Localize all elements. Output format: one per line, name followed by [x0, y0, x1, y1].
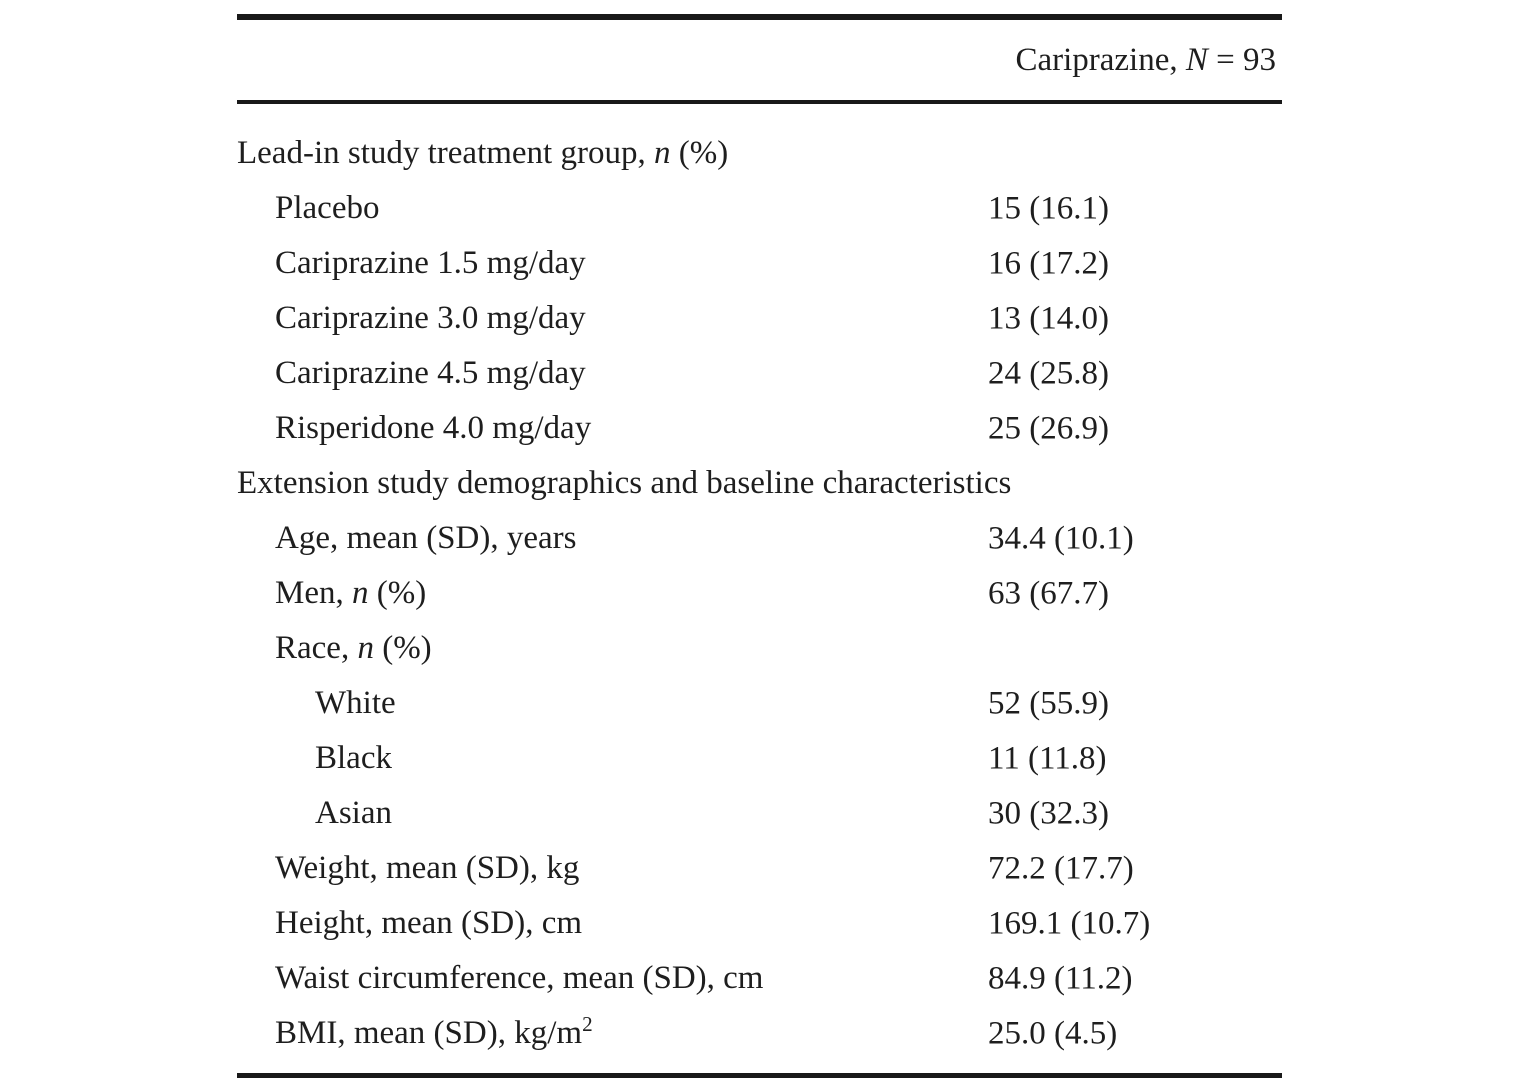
- table-row: Race, n (%): [237, 621, 1282, 676]
- row-label: White: [315, 685, 396, 721]
- table-row: Waist circumference, mean (SD), cm 84.9 (…: [237, 951, 1282, 1006]
- row-label: Weight, mean (SD), kg: [275, 850, 580, 886]
- row-value: 24 (25.8): [988, 355, 1109, 391]
- row-value: 13 (14.0): [988, 300, 1109, 336]
- table-body: Lead-in study treatment group, n (%) Plac…: [237, 104, 1282, 1061]
- column-header-cariprazine-n93: Cariprazine, N = 93: [1015, 41, 1276, 78]
- table-row: White 52 (55.9): [237, 676, 1282, 731]
- row-value: 30 (32.3): [988, 795, 1109, 831]
- row-value: 84.9 (11.2): [988, 960, 1133, 996]
- row-label: Cariprazine 3.0 mg/day: [275, 300, 586, 336]
- row-value: 16 (17.2): [988, 245, 1109, 281]
- row-label: BMI, mean (SD), kg/m2: [275, 1012, 593, 1051]
- row-value: 25.0 (4.5): [988, 1015, 1118, 1051]
- row-label: Placebo: [275, 190, 380, 226]
- row-value: 25 (26.9): [988, 410, 1109, 446]
- table-row: Extension study demographics and baselin…: [237, 456, 1282, 511]
- row-label: Asian: [315, 795, 392, 831]
- row-label: Extension study demographics and baselin…: [237, 465, 1012, 501]
- table-row: Weight, mean (SD), kg 72.2 (17.7): [237, 841, 1282, 896]
- table-header-row: Cariprazine, N = 93: [237, 20, 1282, 100]
- row-value: 15 (16.1): [988, 190, 1109, 226]
- table-row: BMI, mean (SD), kg/m2 25.0 (4.5): [237, 1006, 1282, 1061]
- row-label: Height, mean (SD), cm: [275, 905, 583, 941]
- row-label: Cariprazine 1.5 mg/day: [275, 245, 586, 281]
- row-value: 34.4 (10.1): [988, 520, 1134, 556]
- table-row: Cariprazine 4.5 mg/day 24 (25.8): [237, 346, 1282, 401]
- row-value: 52 (55.9): [988, 685, 1109, 721]
- table-row: Age, mean (SD), years 34.4 (10.1): [237, 511, 1282, 566]
- row-label: Age, mean (SD), years: [275, 520, 577, 556]
- table-row: Risperidone 4.0 mg/day 25 (26.9): [237, 401, 1282, 456]
- table-row: Placebo 15 (16.1): [237, 181, 1282, 236]
- table-row: Height, mean (SD), cm 169.1 (10.7): [237, 896, 1282, 951]
- table-bottom-rule: [237, 1073, 1282, 1078]
- row-value: 72.2 (17.7): [988, 850, 1134, 886]
- table-row: Cariprazine 3.0 mg/day 13 (14.0): [237, 291, 1282, 346]
- row-value: 11 (11.8): [988, 740, 1107, 776]
- row-label: Waist circumference, mean (SD), cm: [275, 960, 764, 996]
- table-row: Black 11 (11.8): [237, 731, 1282, 786]
- table-row: Asian 30 (32.3): [237, 786, 1282, 841]
- row-label: Black: [315, 740, 392, 776]
- row-label: Lead-in study treatment group, n (%): [237, 135, 729, 171]
- row-label: Race, n (%): [275, 630, 432, 666]
- table-row: Cariprazine 1.5 mg/day 16 (17.2): [237, 236, 1282, 291]
- row-label: Risperidone 4.0 mg/day: [275, 410, 592, 446]
- row-value: 169.1 (10.7): [988, 905, 1151, 941]
- table-row: Lead-in study treatment group, n (%): [237, 126, 1282, 181]
- table-row: Men, n (%) 63 (67.7): [237, 566, 1282, 621]
- row-value: 63 (67.7): [988, 575, 1109, 611]
- row-label: Men, n (%): [275, 575, 427, 611]
- baseline-characteristics-table: Cariprazine, N = 93 Lead-in study treatm…: [237, 0, 1282, 1078]
- table-header-rule: [237, 100, 1282, 104]
- table-top-rule: [237, 14, 1282, 20]
- row-label: Cariprazine 4.5 mg/day: [275, 355, 586, 391]
